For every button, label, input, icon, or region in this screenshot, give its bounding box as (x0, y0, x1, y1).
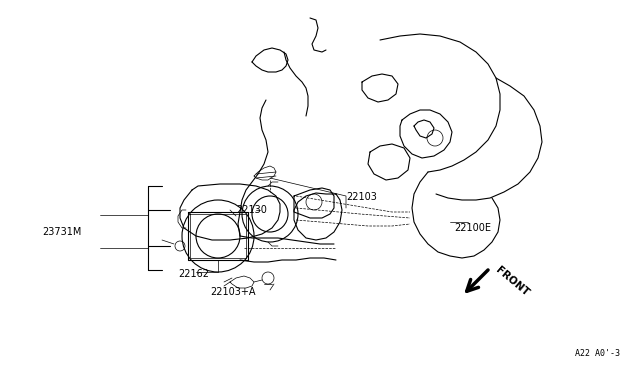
Text: 22130: 22130 (236, 205, 267, 215)
Text: 22103: 22103 (346, 192, 377, 202)
Text: FRONT: FRONT (494, 265, 531, 298)
Text: 23731M: 23731M (42, 227, 81, 237)
Text: 22162: 22162 (178, 269, 209, 279)
Text: A22 A0'-3: A22 A0'-3 (575, 349, 620, 358)
Text: 22103+A: 22103+A (210, 287, 255, 297)
Text: 22100E: 22100E (454, 223, 491, 233)
